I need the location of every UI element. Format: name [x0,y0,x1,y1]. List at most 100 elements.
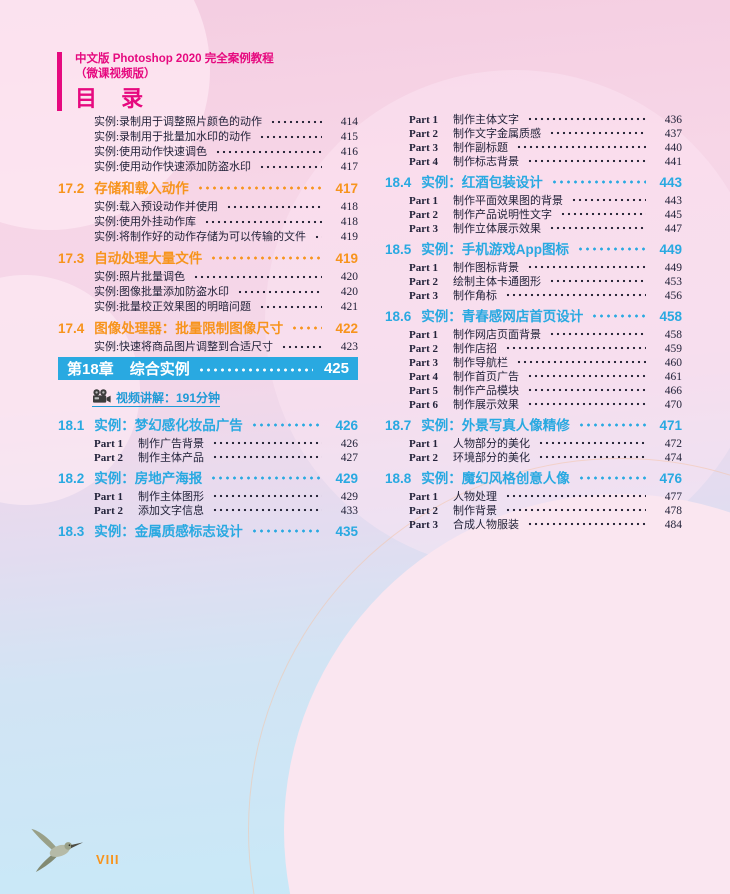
toc-item-label: 实例:使用外挂动作库 [94,216,197,228]
dot-leader [549,224,646,232]
toc-section: 18.5 实例：手机游戏App图标 449 [385,238,682,258]
toc-part-number: Part 2 [409,343,439,355]
dot-leader [259,132,322,141]
toc-part-number: Part 1 [409,491,439,503]
toc-section: 17.4 图像处理器：批量限制图像尺寸 422 [58,317,358,337]
toc-part-page: 478 [664,505,682,517]
toc-item-page: 415 [340,131,358,143]
dot-leader [516,143,646,151]
toc-part-number: Part 2 [409,128,439,140]
dot-leader [270,117,322,126]
toc-part: Part 1 制作广告背景 426 [58,435,358,450]
book-title: 中文版 Photoshop 2020 完全案例教程 [75,53,274,65]
toc-part-page: 474 [664,452,682,464]
toc-item: 实例:使用动作快速添加防盗水印 417 [58,158,358,173]
toc-section-number: 18.2 [58,471,85,486]
dot-leader [259,302,322,311]
toc-part: Part 6 制作展示效果 470 [385,396,682,411]
toc-part-number: Part 3 [409,290,439,302]
toc-section-page: 429 [335,471,358,486]
toc-part: Part 2 制作背景 478 [385,502,682,517]
toc-item-label: 实例:批量校正效果图的明暗问题 [94,301,252,313]
toc-part-label: 制作店招 [453,343,497,355]
toc-part-number: Part 2 [94,452,124,464]
toc-item: 实例:快速将商品图片调整到合适尺寸 423 [58,338,358,353]
toc-section-number: 18.4 [385,175,412,190]
toc-part-label: 制作背景 [453,505,497,517]
toc-section: 18.8 实例：魔幻风格创意人像 476 [385,467,682,487]
toc-item-label: 实例:使用动作快速添加防盗水印 [94,161,252,173]
dot-leader [549,277,646,285]
toc-part-label: 制作文字金属质感 [453,128,541,140]
dot-leader [212,439,322,447]
toc-section-label: 自动处理大量文件 [94,251,203,266]
toc-item: 实例:使用动作快速调色 416 [58,143,358,158]
toc-part-page: 426 [340,438,358,450]
dot-leader [505,506,646,514]
video-note-label: 视频讲解：191分钟 [116,390,221,405]
toc-section-number: 18.8 [385,471,412,486]
toc-part-number: Part 1 [94,491,124,503]
toc-section-page: 476 [659,471,682,486]
toc-part: Part 2 环境部分的美化 474 [385,449,682,464]
toc-column-left: 实例:录制用于调整照片颜色的动作 414 实例:录制用于批量加水印的动作 415 实例:… [58,113,358,541]
toc-part-label: 制作广告背景 [138,438,204,450]
toc-part: Part 3 制作立体展示效果 447 [385,220,682,235]
toc-item-label: 实例:照片批量调色 [94,271,186,283]
toc-part-label: 制作展示效果 [453,399,519,411]
toc-section: 18.7 实例：外景写真人像精修 471 [385,414,682,434]
toc-part: Part 3 合成人物服装 484 [385,516,682,531]
dot-leader [259,162,322,171]
video-note: 视频讲解：191分钟 [92,388,358,407]
toc-section-page: 458 [659,309,682,324]
toc-part-label: 绘制主体卡通图形 [453,276,541,288]
toc-item: 实例:载入预设动作并使用 418 [58,198,358,213]
toc-part-page: 445 [664,209,682,221]
toc-item-page: 416 [340,146,358,158]
toc-item-page: 419 [340,231,358,243]
toc-part: Part 1 人物处理 477 [385,488,682,503]
video-camera-icon [92,388,111,406]
toc-part: Part 1 制作网店页面背景 458 [385,326,682,341]
dot-leader [527,372,646,380]
toc-part-page: 459 [664,343,682,355]
toc-item-label: 实例:将制作好的动作存储为可以传输的文件 [94,231,307,243]
toc-part-label: 制作首页广告 [453,371,519,383]
dot-leader [226,202,322,211]
toc-item-page: 418 [340,216,358,228]
toc-part-number: Part 2 [409,209,439,221]
toc-section-page: 419 [335,251,358,266]
toc-part-page: 433 [340,505,358,517]
chapter-heading-bar: 第18章 综合实例 425 [58,357,358,380]
toc-part-page: 461 [664,371,682,383]
toc-part: Part 1 制作平面效果图的背景 443 [385,192,682,207]
dot-leader [527,386,646,394]
toc-section-label: 实例：手机游戏App图标 [421,242,570,257]
dot-leader [550,178,646,186]
toc-part-number: Part 3 [409,223,439,235]
toc-item: 实例:使用外挂动作库 418 [58,213,358,228]
toc-part-label: 制作主体图形 [138,491,204,503]
toc-part: Part 3 制作角标 456 [385,287,682,302]
toc-part: Part 2 绘制主体卡通图形 453 [385,273,682,288]
toc-part-number: Part 2 [409,452,439,464]
toc-item-page: 414 [340,116,358,128]
toc-section: 18.4 实例：红酒包装设计 443 [385,171,682,191]
toc-part-label: 制作网店页面背景 [453,329,541,341]
toc-part-number: Part 1 [409,438,439,450]
toc-part-page: 436 [664,114,682,126]
toc-part-page: 447 [664,223,682,235]
bg-circle [284,494,730,894]
toc-part-number: Part 4 [409,371,439,383]
toc-item: 实例:图像批量添加防盗水印 420 [58,283,358,298]
dot-leader [212,492,322,500]
dot-leader [212,506,322,514]
dot-leader [549,129,646,137]
toc-part-label: 环境部分的美化 [453,452,530,464]
toc-part: Part 4 制作标志背景 441 [385,153,682,168]
toc-part-label: 制作导航栏 [453,357,508,369]
toc-section-page: 417 [335,181,358,196]
toc-part-number: Part 1 [94,438,124,450]
toc-part-page: 466 [664,385,682,397]
